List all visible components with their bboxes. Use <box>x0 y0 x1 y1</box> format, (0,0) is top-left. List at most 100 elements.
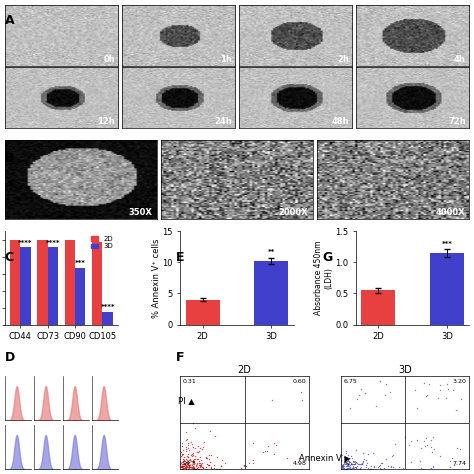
Point <box>210 462 218 469</box>
Point <box>420 379 428 386</box>
Point <box>184 465 192 473</box>
Point <box>343 456 350 463</box>
Point <box>184 444 192 452</box>
Text: C: C <box>5 251 14 264</box>
Bar <box>430 253 464 325</box>
Point <box>337 456 345 463</box>
Point <box>187 457 195 465</box>
Point <box>185 465 193 472</box>
Point <box>189 452 197 459</box>
Point <box>202 465 210 473</box>
Point <box>198 459 206 466</box>
Point <box>436 452 444 459</box>
Point <box>353 459 361 467</box>
Point <box>191 445 199 452</box>
Point <box>192 461 200 468</box>
Point <box>346 458 354 465</box>
Point <box>186 464 194 471</box>
Point <box>199 465 206 472</box>
Point <box>180 462 187 470</box>
Point <box>344 462 351 470</box>
Point <box>342 465 350 473</box>
Point <box>374 464 382 471</box>
Point <box>359 450 366 457</box>
Point <box>196 462 204 469</box>
Point <box>198 462 205 470</box>
Point <box>205 462 213 469</box>
Y-axis label: Absorbance 450nm
(LDH): Absorbance 450nm (LDH) <box>314 241 334 315</box>
Point <box>204 461 211 468</box>
Point <box>196 447 203 455</box>
Text: 24h: 24h <box>214 118 232 127</box>
Point <box>185 463 193 470</box>
Point <box>337 461 345 468</box>
Point <box>185 463 193 471</box>
Point <box>381 464 388 472</box>
Point <box>357 460 365 468</box>
Point <box>182 463 190 471</box>
Point <box>395 463 402 470</box>
Point <box>430 445 438 452</box>
Text: 94.5: 94.5 <box>183 462 197 466</box>
Point <box>182 447 190 455</box>
Text: 4h: 4h <box>454 55 466 64</box>
Point <box>364 450 371 458</box>
Point <box>183 452 191 460</box>
Point <box>340 462 347 470</box>
Point <box>177 452 185 460</box>
Point <box>347 459 355 466</box>
Point <box>179 463 187 470</box>
Point <box>378 459 386 466</box>
Point <box>344 456 351 463</box>
Point <box>208 465 215 472</box>
Point <box>353 464 360 472</box>
Text: PI ▲: PI ▲ <box>178 396 194 405</box>
Point <box>443 381 451 388</box>
Point <box>183 460 191 468</box>
Point <box>182 462 190 470</box>
Point <box>338 464 346 472</box>
Point <box>338 451 346 459</box>
Point <box>262 447 269 455</box>
Point <box>195 461 203 468</box>
Point <box>259 448 267 456</box>
Text: 82.5: 82.5 <box>344 462 357 466</box>
Point <box>347 465 355 473</box>
Point <box>185 462 193 469</box>
Point <box>179 464 186 471</box>
Point <box>194 456 202 463</box>
Point <box>217 462 225 470</box>
Point <box>191 424 199 431</box>
Point <box>353 462 361 470</box>
Point <box>384 463 392 470</box>
Point <box>428 448 436 456</box>
Point <box>272 441 280 448</box>
Point <box>183 458 191 465</box>
Point <box>450 462 457 469</box>
Point <box>184 453 192 460</box>
Bar <box>20 247 31 325</box>
Point <box>190 456 197 463</box>
Point <box>208 451 215 459</box>
Text: 0.31: 0.31 <box>183 379 197 383</box>
Text: D: D <box>5 351 15 364</box>
Point <box>264 447 271 455</box>
Point <box>242 462 249 470</box>
Point <box>177 459 184 466</box>
Point <box>205 455 212 463</box>
Point <box>381 392 389 399</box>
Point <box>338 463 346 470</box>
Point <box>181 463 189 471</box>
Point <box>179 450 186 457</box>
Point <box>364 459 371 466</box>
Point <box>437 386 444 393</box>
Point <box>399 465 407 472</box>
Point <box>185 458 193 466</box>
Point <box>456 445 464 453</box>
Point <box>340 465 347 472</box>
Point <box>181 456 188 464</box>
Point <box>457 395 465 403</box>
Point <box>197 456 204 464</box>
Bar <box>361 290 395 325</box>
Point <box>191 464 198 472</box>
